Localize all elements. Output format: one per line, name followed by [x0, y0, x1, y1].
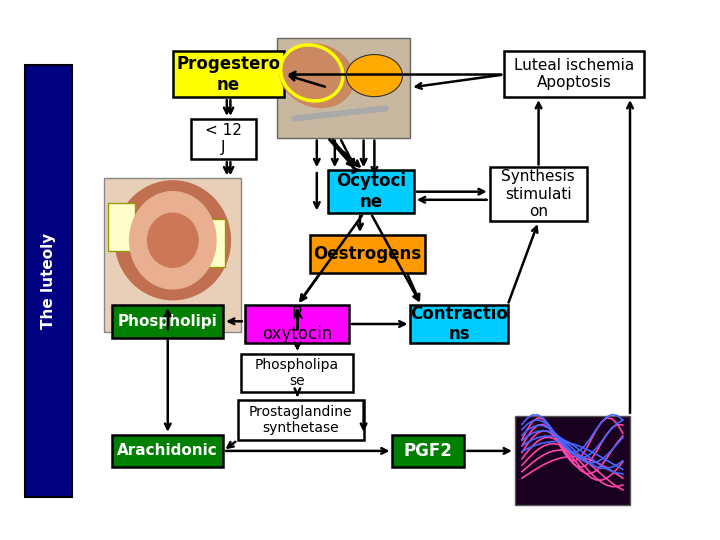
- FancyBboxPatch shape: [410, 305, 508, 343]
- FancyBboxPatch shape: [112, 305, 223, 338]
- Ellipse shape: [115, 181, 230, 300]
- Text: R
oxytocin: R oxytocin: [262, 305, 332, 343]
- FancyBboxPatch shape: [108, 202, 135, 251]
- FancyBboxPatch shape: [310, 235, 425, 273]
- Text: Arachidonic: Arachidonic: [117, 443, 217, 458]
- Text: Synthesis
stimulati
on: Synthesis stimulati on: [501, 170, 575, 219]
- Circle shape: [347, 55, 402, 96]
- Ellipse shape: [130, 192, 216, 289]
- Text: PGF2: PGF2: [404, 442, 453, 460]
- FancyBboxPatch shape: [277, 38, 410, 138]
- FancyBboxPatch shape: [104, 178, 241, 332]
- FancyBboxPatch shape: [245, 305, 349, 343]
- Text: Phospholipa
se: Phospholipa se: [255, 357, 339, 388]
- FancyBboxPatch shape: [112, 435, 223, 467]
- Text: Luteal ischemia
Apoptosis: Luteal ischemia Apoptosis: [514, 58, 634, 91]
- Text: < 12
J: < 12 J: [204, 123, 242, 156]
- Text: Progestero
ne: Progestero ne: [176, 55, 281, 93]
- FancyBboxPatch shape: [515, 416, 630, 505]
- Text: The luteoly: The luteoly: [41, 233, 56, 329]
- Text: Prostaglandine
synthetase: Prostaglandine synthetase: [249, 405, 352, 435]
- FancyBboxPatch shape: [238, 400, 364, 440]
- FancyBboxPatch shape: [490, 167, 587, 221]
- FancyBboxPatch shape: [241, 354, 353, 391]
- Text: Ocytoci
ne: Ocytoci ne: [336, 172, 406, 211]
- FancyBboxPatch shape: [328, 170, 414, 213]
- FancyBboxPatch shape: [504, 51, 644, 97]
- Ellipse shape: [148, 213, 198, 267]
- Text: Oestrogens: Oestrogens: [313, 245, 421, 263]
- FancyBboxPatch shape: [198, 219, 225, 267]
- FancyBboxPatch shape: [25, 65, 72, 497]
- Ellipse shape: [280, 44, 354, 107]
- FancyBboxPatch shape: [173, 51, 284, 97]
- FancyBboxPatch shape: [191, 119, 256, 159]
- FancyBboxPatch shape: [392, 435, 464, 467]
- Text: Contractio
ns: Contractio ns: [410, 305, 508, 343]
- Text: Phospholipi: Phospholipi: [117, 314, 217, 329]
- FancyArrowPatch shape: [294, 108, 386, 119]
